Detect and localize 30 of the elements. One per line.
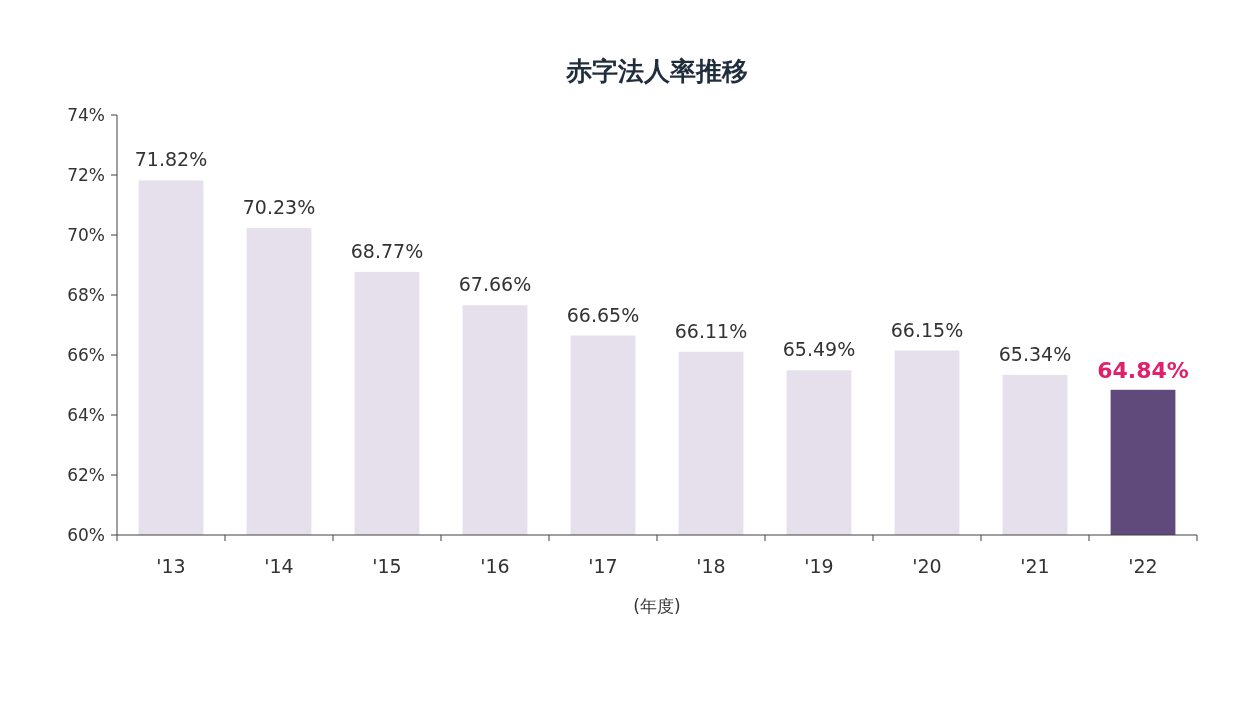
x-tick-label: '13 bbox=[156, 555, 186, 577]
y-tick-label: 64% bbox=[67, 405, 105, 425]
x-tick-label: '17 bbox=[588, 555, 618, 577]
y-tick-label: 62% bbox=[67, 465, 105, 485]
y-tick-label: 66% bbox=[67, 345, 105, 365]
x-tick-label: '20 bbox=[912, 555, 942, 577]
x-tick-label: '18 bbox=[696, 555, 726, 577]
chart-title: 赤字法人率推移 bbox=[565, 56, 748, 86]
x-tick-label: '19 bbox=[804, 555, 834, 577]
data-label: 64.84% bbox=[1097, 357, 1189, 383]
data-label: 71.82% bbox=[134, 148, 208, 171]
data-label: 66.15% bbox=[890, 318, 964, 341]
data-label: 70.23% bbox=[242, 196, 316, 219]
y-tick-label: 68% bbox=[67, 285, 105, 305]
y-tick-label: 60% bbox=[67, 525, 105, 545]
y-tick-label: 74% bbox=[67, 105, 105, 125]
data-label: 66.11% bbox=[674, 319, 748, 342]
data-label: 66.65% bbox=[566, 303, 640, 326]
data-label: 65.49% bbox=[782, 338, 856, 361]
x-axis-title: (年度) bbox=[633, 596, 681, 616]
x-tick-label: '22 bbox=[1128, 555, 1158, 577]
x-tick-label: '14 bbox=[264, 555, 294, 577]
data-label: 68.77% bbox=[350, 239, 424, 262]
y-tick-label: 72% bbox=[67, 165, 105, 185]
data-label: 67.66% bbox=[458, 273, 532, 296]
data-label: 65.34% bbox=[998, 342, 1072, 365]
x-tick-label: '21 bbox=[1020, 555, 1050, 577]
y-tick-label: 70% bbox=[67, 225, 105, 245]
x-tick-label: '16 bbox=[480, 555, 510, 577]
x-tick-label: '15 bbox=[372, 555, 402, 577]
